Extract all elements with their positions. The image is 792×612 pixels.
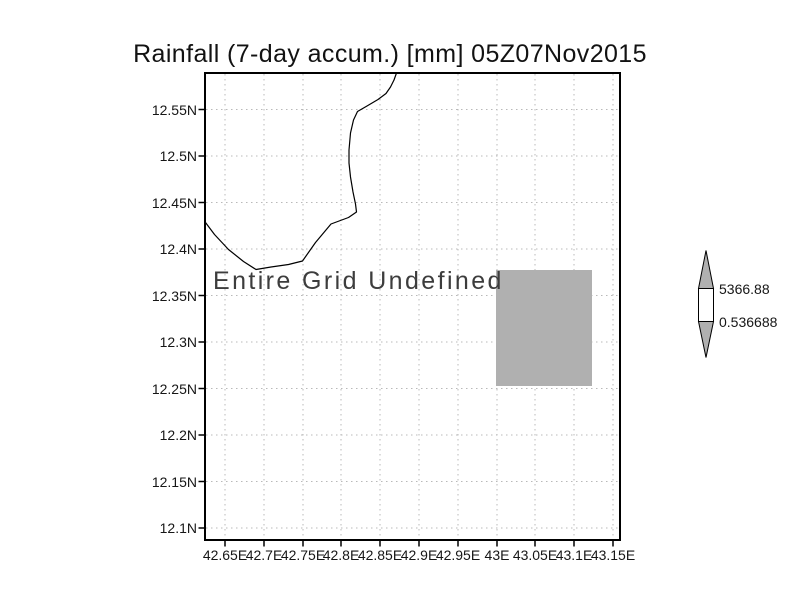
colorbar-mid-segment — [698, 288, 714, 322]
y-axis-label: 12.5N — [159, 148, 197, 164]
grid-undefined-status-text: Entire Grid Undefined — [213, 267, 504, 295]
plot-frame — [204, 72, 621, 541]
y-axis-label: 12.35N — [151, 288, 197, 304]
coastline-path — [205, 72, 398, 271]
x-axis-label: 42.95E — [435, 547, 481, 563]
y-axis-label: 12.3N — [159, 334, 197, 350]
y-axis-label: 12.15N — [151, 474, 197, 490]
y-axis-ticks — [198, 108, 204, 529]
undefined-region-rect — [496, 270, 592, 386]
x-axis-label: 42.8E — [322, 547, 360, 563]
x-axis-label: 43E — [484, 547, 510, 563]
plot-title: Rainfall (7-day accum.) [mm] 05Z07Nov201… — [133, 40, 647, 68]
colorbar-max-label: 5366.88 — [719, 281, 770, 297]
grid-lines-horizontal — [206, 109, 619, 529]
y-axis-label: 12.2N — [159, 427, 197, 443]
y-axis-label: 12.4N — [159, 241, 197, 257]
x-axis-label: 43.1E — [555, 547, 593, 563]
x-axis-label: 43.15E — [590, 547, 636, 563]
colorbar-down-arrow-icon — [697, 321, 715, 358]
y-axis-label: 12.45N — [151, 195, 197, 211]
x-axis-label: 43.05E — [512, 547, 558, 563]
y-axis-label: 12.1N — [159, 520, 197, 536]
colorbar-up-arrow-icon — [697, 250, 715, 289]
x-axis-ticks — [224, 541, 614, 547]
x-axis-label: 42.9E — [400, 547, 438, 563]
y-axis-label: 12.55N — [151, 102, 197, 118]
colorbar — [697, 250, 715, 358]
colorbar-min-label: 0.536688 — [719, 314, 778, 330]
x-axis-label: 42.75E — [280, 547, 326, 563]
x-axis-label: 42.85E — [357, 547, 403, 563]
x-axis-label: 42.7E — [245, 547, 283, 563]
x-axis-label: 42.65E — [202, 547, 248, 563]
y-axis-label: 12.25N — [151, 381, 197, 397]
